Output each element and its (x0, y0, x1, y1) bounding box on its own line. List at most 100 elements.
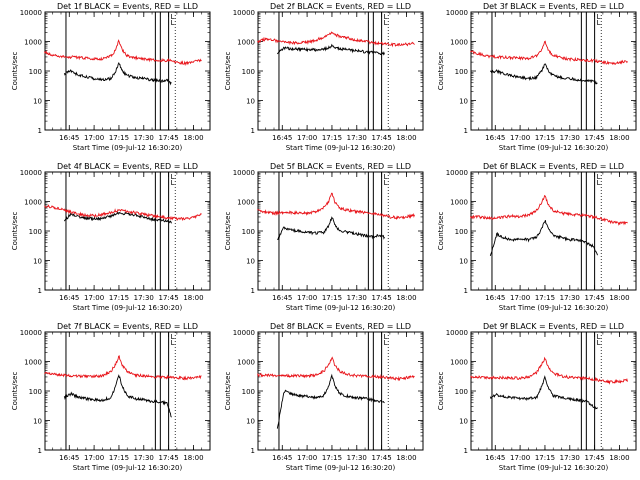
y-tick-label: 1000 (450, 199, 468, 207)
y-tick-label: 1000 (237, 359, 255, 367)
y-tick-label: 100 (242, 388, 255, 396)
y-tick-label: 1 (464, 127, 468, 135)
y-tick-label: 10 (246, 258, 255, 266)
marker-letter: L (597, 13, 601, 21)
y-tick-label: 10 (459, 258, 468, 266)
marker-letter: L (597, 179, 601, 187)
x-tick-label: 17:30 (134, 294, 154, 302)
y-tick-label: 10 (459, 98, 468, 106)
y-tick-label: 10000 (20, 169, 42, 177)
y-tick-label: 10000 (20, 9, 42, 17)
x-tick-label: 17:45 (159, 134, 179, 142)
y-tick-label: 10000 (233, 9, 255, 17)
events-trace (489, 220, 598, 257)
marker-letter: L (171, 339, 175, 347)
plot-frame (44, 171, 211, 291)
y-tick-label: 100 (29, 228, 42, 236)
y-tick-label: 10 (459, 418, 468, 426)
y-tick-label: 1 (464, 447, 468, 455)
y-tick-label: 1 (38, 287, 42, 295)
events-trace (277, 216, 385, 241)
detector-panel: Det 7f BLACK = Events, RED = LLD 1 10 100 10… (11, 322, 211, 472)
marker-letter: L (384, 13, 388, 21)
x-tick-label: 17:00 (84, 294, 104, 302)
x-tick-label: 17:15 (535, 454, 555, 462)
marker-letter: L (171, 333, 175, 341)
x-tick-label: 18:00 (609, 454, 629, 462)
y-tick-label: 10 (33, 98, 42, 106)
y-tick-label: 100 (29, 68, 42, 76)
x-tick-label: 17:00 (297, 454, 317, 462)
x-tick-label: 17:45 (372, 294, 392, 302)
y-tick-label: 1000 (24, 39, 42, 47)
x-tick-label: 18:00 (183, 134, 203, 142)
plot-frame (44, 331, 211, 451)
x-tick-label: 17:30 (560, 454, 580, 462)
x-tick-label: 17:00 (84, 134, 104, 142)
marker-letter: L (384, 333, 388, 341)
events-trace (489, 63, 598, 85)
x-tick-label: 16:45 (485, 134, 505, 142)
detector-panel: Det 3f BLACK = Events, RED = LLD 1 10 100 10… (437, 2, 637, 152)
panel-title: Det 4f BLACK = Events, RED = LLD (57, 162, 198, 171)
y-tick-label: 10000 (20, 329, 42, 337)
lld-trace (257, 31, 415, 48)
x-tick-label: 17:45 (159, 454, 179, 462)
x-tick-label: 17:45 (585, 294, 605, 302)
x-tick-label: 18:00 (609, 294, 629, 302)
events-trace (276, 373, 385, 429)
x-tick-label: 17:30 (347, 454, 367, 462)
marker-letter: L (384, 19, 388, 27)
lld-trace (43, 39, 202, 67)
events-trace (489, 375, 598, 410)
y-tick-label: 10000 (233, 329, 255, 337)
panel-title: Det 9f BLACK = Events, RED = LLD (483, 322, 624, 331)
x-tick-label: 16:45 (485, 294, 505, 302)
lld-trace (470, 40, 628, 65)
marker-letter: L (384, 339, 388, 347)
panel-title: Det 8f BLACK = Events, RED = LLD (270, 322, 411, 331)
y-tick-label: 1 (38, 127, 42, 135)
x-tick-label: 18:00 (396, 294, 416, 302)
y-tick-label: 100 (455, 228, 468, 236)
x-tick-label: 17:15 (322, 454, 342, 462)
x-tick-label: 17:30 (134, 134, 154, 142)
y-tick-label: 100 (242, 68, 255, 76)
x-tick-label: 17:30 (134, 454, 154, 462)
plot-frame (257, 331, 424, 451)
events-trace (63, 211, 172, 224)
x-tick-label: 17:45 (585, 454, 605, 462)
y-tick-label: 100 (455, 388, 468, 396)
detector-panel: Det 1f BLACK = Events, RED = LLD 1 10 100 10… (11, 2, 211, 152)
marker-letter: L (384, 173, 388, 181)
x-tick-label: 17:45 (372, 134, 392, 142)
panel-title: Det 6f BLACK = Events, RED = LLD (483, 162, 624, 171)
marker-letter: L (597, 173, 601, 181)
y-tick-label: 1 (38, 447, 42, 455)
x-tick-label: 16:45 (272, 454, 292, 462)
lld-trace (44, 355, 202, 381)
y-tick-label: 10 (33, 258, 42, 266)
y-axis-label: Counts/sec (224, 212, 232, 251)
x-axis-label: Start Time (09-Jul-12 16:30:20) (286, 304, 396, 312)
y-tick-label: 10000 (446, 9, 468, 17)
events-trace (276, 43, 385, 56)
y-tick-label: 1000 (450, 39, 468, 47)
y-tick-label: 1000 (24, 199, 42, 207)
y-axis-label: Counts/sec (11, 212, 19, 251)
y-tick-label: 100 (455, 68, 468, 76)
x-tick-label: 18:00 (396, 134, 416, 142)
x-tick-label: 17:30 (560, 294, 580, 302)
events-trace (63, 374, 172, 418)
panel-title: Det 7f BLACK = Events, RED = LLD (57, 322, 198, 331)
panel-title: Det 2f BLACK = Events, RED = LLD (270, 2, 411, 11)
x-tick-label: 17:15 (322, 134, 342, 142)
x-tick-label: 18:00 (183, 454, 203, 462)
y-axis-label: Counts/sec (11, 52, 19, 91)
marker-letter: L (597, 19, 601, 27)
x-tick-label: 17:15 (109, 454, 129, 462)
y-axis-label: Counts/sec (224, 372, 232, 411)
x-tick-label: 16:45 (59, 294, 79, 302)
y-tick-label: 1 (251, 287, 255, 295)
